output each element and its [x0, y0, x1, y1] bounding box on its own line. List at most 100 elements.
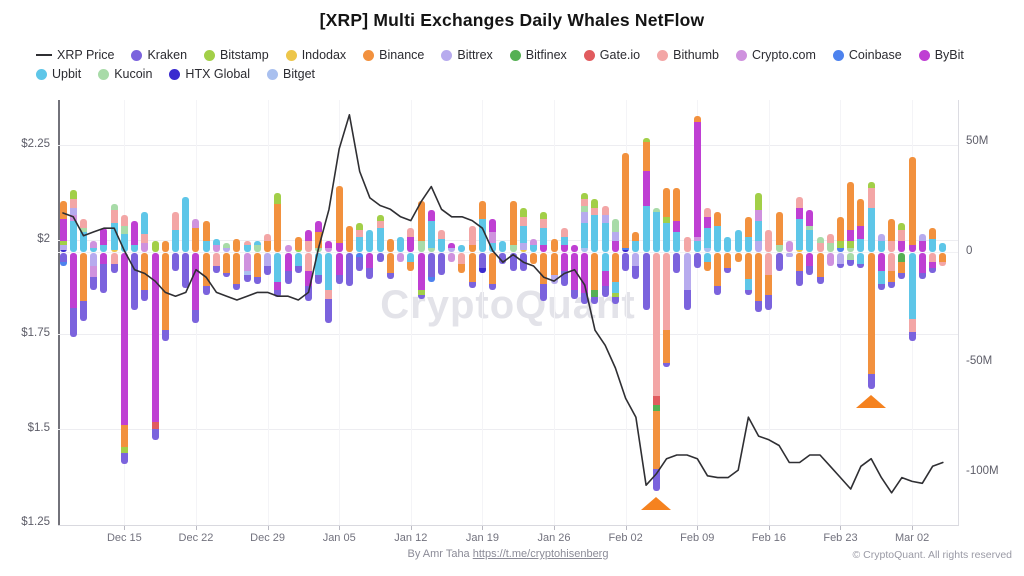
netflow-bar-outflow[interactable]: [499, 253, 507, 264]
netflow-bar-outflow[interactable]: [652, 253, 660, 491]
netflow-bar-inflow[interactable]: [540, 212, 548, 252]
netflow-bar-inflow[interactable]: [264, 234, 272, 252]
netflow-bar-outflow[interactable]: [356, 253, 364, 271]
netflow-bar-outflow[interactable]: [172, 253, 180, 271]
netflow-bar-outflow[interactable]: [571, 253, 578, 300]
legend-item-xrp-price[interactable]: XRP Price: [36, 48, 114, 62]
legend-item-binance[interactable]: Binance: [363, 48, 424, 62]
legend-item-crypto-com[interactable]: Crypto.com: [735, 48, 816, 62]
netflow-bar-inflow[interactable]: [120, 214, 128, 252]
byline-link[interactable]: https://t.me/cryptohisenberg: [472, 548, 609, 560]
netflow-bar-outflow[interactable]: [714, 253, 722, 295]
netflow-bar-inflow[interactable]: [335, 186, 343, 252]
netflow-bar-outflow[interactable]: [683, 253, 691, 311]
netflow-bar-outflow[interactable]: [939, 253, 947, 267]
netflow-bar-outflow[interactable]: [407, 253, 415, 271]
netflow-bar-outflow[interactable]: [908, 253, 916, 341]
netflow-bar-inflow[interactable]: [366, 230, 374, 252]
netflow-bar-inflow[interactable]: [294, 236, 302, 252]
netflow-bar-inflow[interactable]: [601, 205, 609, 252]
netflow-bar-outflow[interactable]: [530, 253, 538, 264]
netflow-bar-inflow[interactable]: [79, 219, 87, 252]
netflow-bar-inflow[interactable]: [663, 188, 671, 252]
netflow-bar-inflow[interactable]: [151, 241, 159, 252]
netflow-bar-outflow[interactable]: [775, 253, 783, 271]
netflow-bar-inflow[interactable]: [642, 137, 650, 252]
netflow-bar-outflow[interactable]: [929, 253, 937, 273]
netflow-bar-inflow[interactable]: [110, 203, 118, 252]
netflow-bar-inflow[interactable]: [468, 225, 476, 252]
netflow-bar-outflow[interactable]: [223, 253, 231, 278]
netflow-bar-inflow[interactable]: [325, 241, 333, 252]
netflow-bar-inflow[interactable]: [397, 236, 405, 252]
netflow-bar-outflow[interactable]: [622, 253, 630, 271]
netflow-bar-inflow[interactable]: [90, 241, 98, 252]
netflow-bar-outflow[interactable]: [345, 253, 353, 286]
netflow-bar-inflow[interactable]: [857, 199, 865, 252]
netflow-bar-inflow[interactable]: [652, 208, 660, 252]
netflow-bar-outflow[interactable]: [785, 253, 793, 258]
netflow-bar-outflow[interactable]: [581, 253, 589, 304]
netflow-bar-inflow[interactable]: [867, 181, 875, 252]
netflow-bar-inflow[interactable]: [929, 227, 937, 252]
netflow-bar-inflow[interactable]: [478, 201, 486, 252]
netflow-bar-outflow[interactable]: [69, 253, 77, 337]
netflow-bar-inflow[interactable]: [407, 227, 415, 252]
netflow-bar-inflow[interactable]: [806, 210, 814, 252]
netflow-bar-outflow[interactable]: [376, 253, 384, 262]
netflow-bar-inflow[interactable]: [519, 208, 527, 252]
legend-item-indodax[interactable]: Indodax: [285, 48, 346, 62]
netflow-bar-inflow[interactable]: [305, 230, 313, 252]
legend-item-bitstamp[interactable]: Bitstamp: [204, 48, 269, 62]
netflow-bar-outflow[interactable]: [315, 253, 323, 284]
netflow-bar-inflow[interactable]: [734, 230, 742, 252]
netflow-bar-outflow[interactable]: [877, 253, 885, 291]
netflow-bar-outflow[interactable]: [847, 253, 855, 267]
netflow-bar-outflow[interactable]: [448, 253, 456, 262]
netflow-bar-inflow[interactable]: [386, 238, 394, 252]
netflow-bar-inflow[interactable]: [161, 241, 169, 252]
netflow-bar-inflow[interactable]: [673, 188, 681, 252]
netflow-bar-outflow[interactable]: [182, 253, 190, 289]
netflow-bar-outflow[interactable]: [397, 253, 405, 262]
netflow-bar-outflow[interactable]: [417, 253, 425, 300]
netflow-bar-inflow[interactable]: [571, 245, 578, 252]
netflow-bar-outflow[interactable]: [233, 253, 241, 291]
netflow-bar-outflow[interactable]: [888, 253, 896, 289]
netflow-bar-inflow[interactable]: [59, 201, 67, 252]
netflow-bar-outflow[interactable]: [744, 253, 752, 295]
netflow-bar-outflow[interactable]: [489, 253, 497, 291]
netflow-bar-outflow[interactable]: [366, 253, 374, 280]
legend-item-bitfinex[interactable]: Bitfinex: [509, 48, 567, 62]
legend-item-gate-io[interactable]: Gate.io: [583, 48, 640, 62]
netflow-bar-inflow[interactable]: [315, 221, 323, 252]
netflow-bar-inflow[interactable]: [847, 181, 855, 252]
netflow-bar-inflow[interactable]: [233, 238, 241, 252]
netflow-bar-inflow[interactable]: [816, 236, 824, 252]
netflow-bar-inflow[interactable]: [898, 223, 906, 252]
netflow-bar-outflow[interactable]: [632, 253, 640, 280]
legend-item-kraken[interactable]: Kraken: [131, 48, 187, 62]
netflow-bar-inflow[interactable]: [202, 221, 210, 252]
netflow-bar-outflow[interactable]: [458, 253, 466, 273]
netflow-bar-outflow[interactable]: [591, 253, 599, 304]
netflow-bar-outflow[interactable]: [243, 253, 251, 282]
netflow-bar-outflow[interactable]: [212, 253, 220, 273]
netflow-bar-outflow[interactable]: [131, 253, 139, 311]
netflow-bar-inflow[interactable]: [765, 230, 773, 252]
netflow-bar-outflow[interactable]: [110, 253, 118, 273]
netflow-bar-inflow[interactable]: [622, 153, 630, 252]
netflow-bar-outflow[interactable]: [673, 253, 681, 273]
netflow-bar-outflow[interactable]: [253, 253, 261, 284]
netflow-bar-outflow[interactable]: [264, 253, 272, 275]
legend-item-kucoin[interactable]: Kucoin: [98, 67, 152, 81]
netflow-bar-inflow[interactable]: [223, 243, 231, 252]
netflow-bar-outflow[interactable]: [274, 253, 282, 297]
netflow-bar-outflow[interactable]: [836, 253, 844, 269]
netflow-bar-inflow[interactable]: [212, 238, 220, 252]
netflow-bar-inflow[interactable]: [785, 241, 793, 252]
netflow-bar-inflow[interactable]: [918, 234, 926, 252]
netflow-bar-inflow[interactable]: [796, 197, 804, 252]
netflow-bar-outflow[interactable]: [601, 253, 609, 297]
netflow-bar-outflow[interactable]: [796, 253, 804, 286]
